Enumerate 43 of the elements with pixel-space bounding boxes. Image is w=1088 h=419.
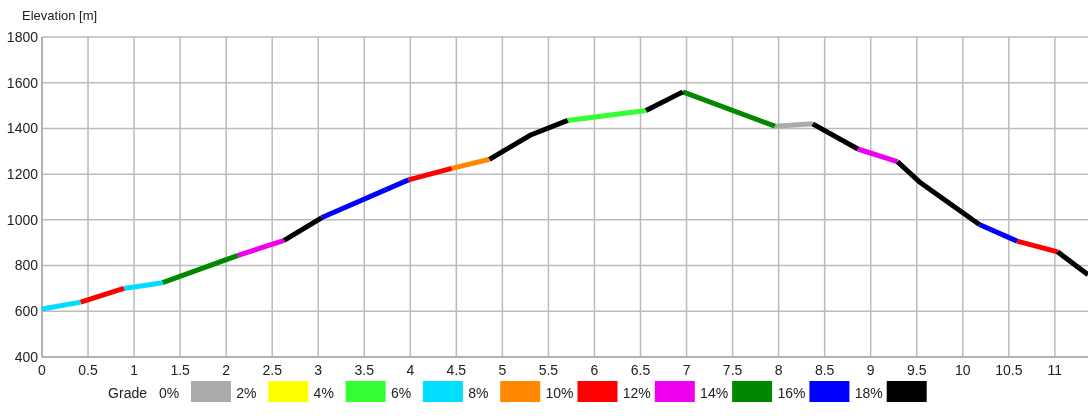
x-tick-label: 10 [954, 362, 971, 378]
x-tick-label: 7.5 [722, 362, 743, 378]
x-tick-label: 3.5 [354, 362, 375, 378]
x-tick-label: 8.5 [814, 362, 835, 378]
y-tick-label: 1800 [6, 28, 39, 45]
y-tick-label: 1200 [6, 166, 39, 183]
x-tick-label: 11 [1047, 362, 1063, 378]
y-axis-title: Elevation [m] [22, 8, 98, 23]
x-tick-label: 9.5 [907, 362, 927, 378]
y-tick-label: 1000 [6, 211, 39, 228]
x-tick-label: 5 [498, 362, 507, 378]
legend-label: 18% [854, 385, 883, 401]
x-tick-label: 8 [774, 362, 783, 378]
y-tick-label: 400 [14, 348, 39, 365]
x-tick-label: 5.5 [538, 362, 559, 378]
x-tick-label: 4.5 [446, 362, 467, 378]
x-tick-label: 4 [406, 362, 415, 378]
x-tick-label: 2 [222, 362, 231, 378]
x-tick-label: 7 [682, 362, 691, 378]
x-tick-label: 0 [38, 362, 47, 378]
y-tick-label: 600 [14, 303, 39, 320]
legend-label: 10% [545, 385, 574, 401]
legend-label: 16% [777, 385, 806, 401]
x-tick-label: 1 [130, 362, 139, 378]
y-tick-label: 1400 [6, 120, 39, 137]
legend-label: 8% [468, 385, 489, 401]
x-tick-label: 3 [314, 362, 323, 378]
x-tick-label: 0.5 [78, 362, 98, 378]
x-tick-label: 2.5 [262, 362, 283, 378]
legend-label: 6% [390, 385, 412, 401]
x-tick-label: 6 [590, 362, 599, 378]
y-tick-label: 800 [14, 257, 39, 274]
legend-label: 4% [313, 385, 334, 401]
x-tick-label: 10.5 [995, 362, 1023, 378]
legend-label: 2% [236, 385, 257, 401]
y-tick-label: 1600 [6, 74, 39, 91]
legend-title: Grade [108, 385, 148, 401]
x-tick-label: 1.5 [170, 362, 191, 378]
legend-label: 12% [622, 385, 651, 401]
legend-label: 14% [700, 385, 729, 401]
legend-label: 0% [159, 385, 180, 401]
x-tick-label: 6.5 [630, 362, 651, 378]
x-tick-label: 9 [866, 362, 875, 378]
